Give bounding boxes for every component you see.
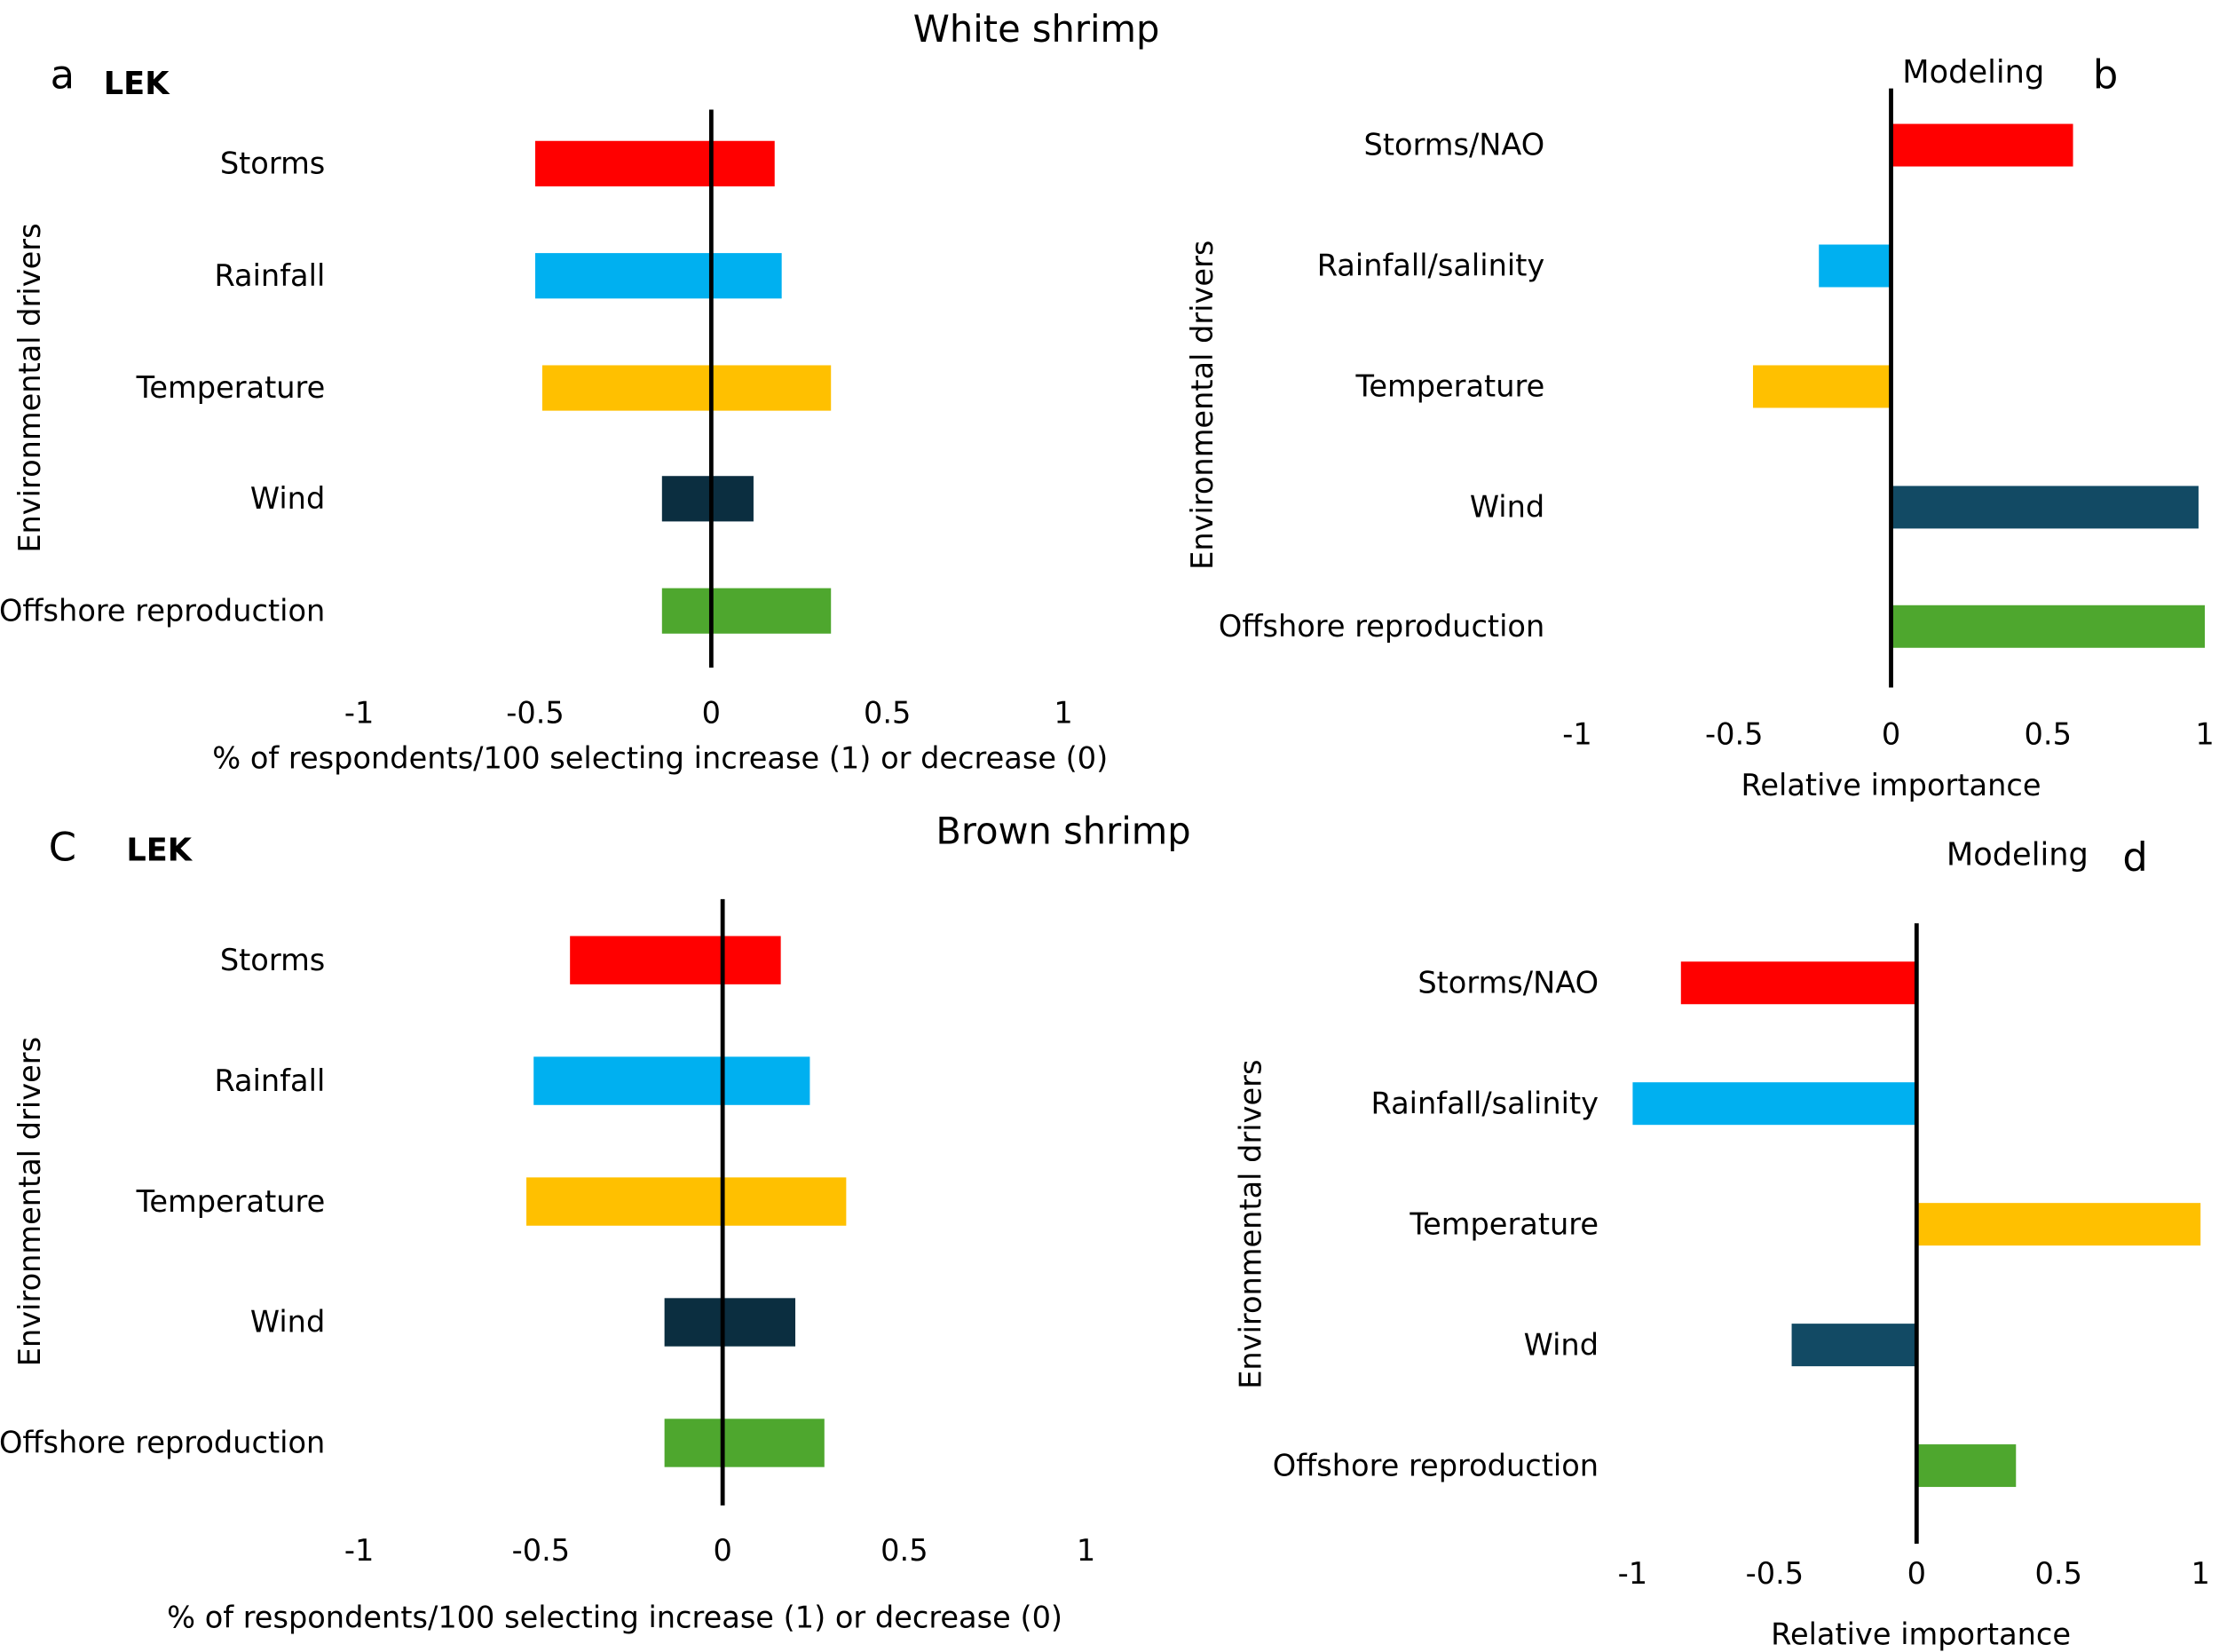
x-tick-label: -1 xyxy=(1562,717,1591,752)
x-tick-label: 0.5 xyxy=(2035,1556,2082,1591)
bar-a-rainfall xyxy=(535,253,782,299)
x-axis-label-d: Relative importance xyxy=(1771,1617,2071,1652)
title-brown-shrimp: Brown shrimp xyxy=(936,809,1190,852)
x-tick-label: 1 xyxy=(1077,1533,1095,1568)
bar-c-rainfall xyxy=(533,1056,810,1105)
x-tick-label: -1 xyxy=(1618,1556,1647,1591)
x-tick-label: -0.5 xyxy=(512,1533,571,1568)
category-label: Wind xyxy=(250,481,325,516)
bar-d-offshore-reproduction xyxy=(1916,1444,2017,1488)
bar-c-offshore-reproduction xyxy=(664,1419,825,1467)
bar-a-temperature xyxy=(541,365,832,411)
category-label: Offshore reproduction xyxy=(0,1426,325,1460)
category-label: Storms xyxy=(220,943,325,977)
x-axis-label-a: % of respondents/100 selecting increase … xyxy=(212,741,1108,776)
x-tick-label: 0 xyxy=(702,696,721,731)
bar-d-rainfall-salinity xyxy=(1632,1082,1917,1126)
bar-d-storms-nao xyxy=(1680,961,1917,1005)
y-axis-label-a: Environmental drivers xyxy=(12,223,47,552)
category-label: Temperature xyxy=(136,1184,326,1219)
bar-a-wind xyxy=(661,476,754,522)
category-label: Storms xyxy=(220,146,325,181)
panel-letter-d: d xyxy=(2122,834,2147,881)
panel-method-c: LEK xyxy=(126,833,193,869)
category-label: Rainfall xyxy=(214,258,325,293)
bar-c-temperature xyxy=(526,1177,847,1226)
panel-method-d: Modeling xyxy=(1947,836,2089,873)
panel-letter-c: C xyxy=(49,824,76,871)
x-tick-label: 0 xyxy=(1907,1556,1926,1591)
x-tick-label: -0.5 xyxy=(1746,1556,1804,1591)
bar-b-storms-nao xyxy=(1891,123,2073,167)
category-label: Rainfall xyxy=(214,1063,325,1098)
category-label: Rainfall/salinity xyxy=(1370,1086,1599,1120)
x-axis-label-c: % of respondents/100 selecting increase … xyxy=(167,1600,1062,1634)
category-label: Wind xyxy=(1524,1327,1599,1362)
x-tick-label: -1 xyxy=(344,1533,374,1568)
bar-a-storms xyxy=(535,140,775,186)
category-label: Wind xyxy=(1470,490,1544,525)
bar-d-wind xyxy=(1791,1324,1917,1367)
x-tick-label: -0.5 xyxy=(1705,717,1764,752)
bar-d-temperature xyxy=(1916,1203,2201,1246)
bar-b-rainfall-salinity xyxy=(1819,244,1891,288)
panel-letter-b: b xyxy=(2093,51,2118,99)
x-tick-label: 1 xyxy=(2195,717,2214,752)
category-label: Offshore reproduction xyxy=(1219,609,1544,644)
bar-b-wind xyxy=(1891,486,2199,529)
category-label: Storms/NAO xyxy=(1364,128,1545,162)
category-label: Offshore reproduction xyxy=(0,593,325,628)
x-tick-label: 0.5 xyxy=(2025,717,2072,752)
category-label: Temperature xyxy=(1409,1206,1599,1241)
panel-method-b: Modeling xyxy=(1902,54,2044,91)
bar-b-temperature xyxy=(1752,365,1891,408)
title-white-shrimp: White shrimp xyxy=(913,7,1160,51)
panel-letter-a: a xyxy=(51,51,75,99)
category-label: Offshore reproduction xyxy=(1273,1448,1599,1482)
x-tick-label: 0 xyxy=(1882,717,1900,752)
category-label: Storms/NAO xyxy=(1417,965,1599,1000)
y-axis-label-c: Environmental drivers xyxy=(12,1037,47,1366)
bar-a-offshore-reproduction xyxy=(661,588,832,634)
bar-c-wind xyxy=(664,1298,796,1347)
x-tick-label: -1 xyxy=(344,696,374,731)
x-tick-label: 1 xyxy=(1054,696,1072,731)
bar-b-offshore-reproduction xyxy=(1891,605,2206,648)
category-label: Temperature xyxy=(136,370,326,405)
x-axis-label-b: Relative importance xyxy=(1741,768,2041,802)
x-tick-label: 1 xyxy=(2191,1556,2210,1591)
x-tick-label: 0 xyxy=(713,1533,731,1568)
x-tick-label: -0.5 xyxy=(506,696,565,731)
category-label: Temperature xyxy=(1355,369,1545,404)
x-tick-label: 0.5 xyxy=(880,1533,928,1568)
category-label: Wind xyxy=(250,1305,325,1340)
category-label: Rainfall/salinity xyxy=(1317,249,1545,283)
panel-method-a: LEK xyxy=(104,66,170,102)
x-tick-label: 0.5 xyxy=(864,696,911,731)
y-axis-label-b: Environmental drivers xyxy=(1185,241,1220,570)
y-axis-label-d: Environmental drivers xyxy=(1233,1060,1267,1389)
bar-c-storms xyxy=(570,936,781,984)
